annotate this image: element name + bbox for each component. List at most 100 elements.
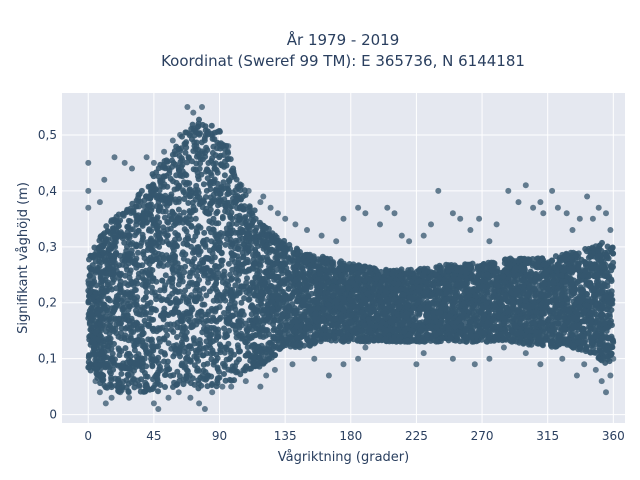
scatter-point: [143, 289, 150, 296]
scatter-point: [218, 262, 225, 268]
scatter-point: [204, 167, 211, 174]
scatter-point: [203, 187, 210, 194]
scatter-point: [119, 233, 126, 239]
scatter-point: [137, 388, 144, 395]
scatter-point: [340, 260, 347, 267]
scatter-point: [604, 283, 611, 289]
scatter-point: [176, 347, 183, 354]
scatter-point: [224, 346, 231, 353]
scatter-point: [163, 252, 170, 259]
scatter-point: [98, 279, 105, 286]
scatter-point: [179, 341, 186, 348]
scatter-point: [222, 208, 229, 215]
scatter-point: [244, 275, 250, 282]
scatter-point: [191, 255, 198, 262]
scatter-point: [580, 325, 587, 332]
scatter-point: [101, 382, 108, 389]
scatter-point: [130, 301, 137, 308]
scatter-point: [279, 322, 286, 329]
scatter-point: [180, 376, 187, 383]
scatter-point: [255, 308, 262, 315]
scatter-point: [564, 299, 571, 306]
scatter-point: [199, 329, 206, 336]
scatter-point: [115, 315, 122, 322]
scatter-point: [146, 202, 153, 208]
scatter-point: [182, 149, 189, 156]
scatter-point: [116, 352, 123, 359]
scatter-point: [456, 294, 463, 301]
scatter-point: [107, 335, 114, 342]
scatter-point: [182, 263, 189, 270]
scatter-point: [200, 237, 207, 244]
scatter-point: [200, 361, 207, 368]
scatter-point: [118, 325, 125, 332]
scatter-point: [190, 203, 197, 210]
scatter-point: [188, 243, 195, 250]
scatter-point: [192, 166, 199, 173]
scatter-point: [139, 275, 146, 281]
scatter-point: [189, 269, 196, 276]
scatter-point: [228, 367, 235, 374]
scatter-point: [416, 311, 423, 318]
scatter-point: [484, 291, 491, 298]
scatter-point: [180, 187, 186, 194]
scatter-point: [149, 363, 156, 370]
scatter-point: [233, 220, 240, 227]
scatter-point: [188, 324, 194, 331]
scatter-point: [221, 325, 227, 332]
scatter-point: [186, 154, 192, 161]
scatter-point: [135, 351, 142, 358]
scatter-point: [188, 216, 195, 223]
scatter-point: [166, 212, 173, 219]
scatter-point: [226, 356, 233, 363]
scatter-point: [140, 248, 147, 255]
scatter-point: [156, 338, 163, 345]
scatter-point: [163, 367, 170, 374]
scatter-point: [556, 314, 563, 321]
scatter-point: [610, 259, 617, 266]
scatter-point: [257, 262, 264, 269]
scatter-point: [203, 292, 210, 299]
scatter-point: [132, 287, 139, 293]
scatter-point: [228, 350, 234, 357]
scatter-point: [103, 223, 110, 230]
scatter-point: [175, 206, 182, 213]
scatter-point: [108, 345, 115, 352]
scatter-point: [181, 226, 188, 233]
scatter-point: [109, 350, 116, 357]
scatter-point: [150, 252, 157, 259]
scatter-point: [253, 238, 259, 245]
scatter-point: [220, 179, 227, 186]
scatter-point: [322, 273, 329, 280]
scatter-point: [183, 358, 190, 365]
scatter-point: [216, 304, 223, 310]
scatter-point: [194, 272, 201, 279]
scatter-point: [145, 321, 152, 328]
scatter-point: [122, 345, 129, 352]
scatter-point: [102, 238, 109, 245]
scatter-point: [207, 202, 214, 208]
scatter-point: [228, 276, 235, 283]
data-points: [85, 104, 617, 412]
scatter-point: [181, 269, 188, 276]
scatter-point: [192, 215, 199, 222]
scatter-point: [174, 368, 181, 375]
scatter-point: [111, 340, 117, 347]
scatter-point: [161, 372, 168, 378]
scatter-point: [433, 331, 440, 338]
scatter-point: [177, 288, 183, 295]
scatter-point: [197, 340, 204, 347]
scatter-point: [115, 223, 122, 229]
scatter-point: [177, 298, 184, 305]
scatter-point: [131, 384, 138, 391]
scatter-point: [473, 338, 480, 345]
scatter-point: [282, 326, 289, 333]
scatter-point: [548, 340, 555, 346]
scatter-point: [165, 340, 172, 347]
scatter-point: [232, 282, 239, 289]
scatter-point: [315, 304, 321, 311]
scatter-point: [184, 159, 191, 166]
scatter-point: [170, 343, 177, 349]
